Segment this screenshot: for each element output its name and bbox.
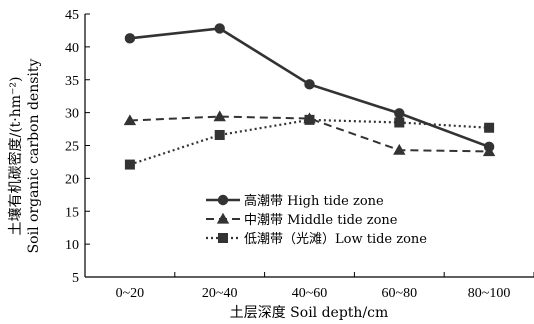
legend-item-1: 高潮带 High tide zone bbox=[206, 193, 384, 209]
legend-label: 高潮带 High tide zone bbox=[244, 193, 384, 209]
series-1-point bbox=[304, 79, 314, 89]
y-tick-label: 15 bbox=[65, 205, 79, 220]
series-layer bbox=[124, 23, 496, 169]
x-tick-label: 40~60 bbox=[292, 286, 328, 301]
y-tick-label: 45 bbox=[65, 8, 79, 23]
y-tick-label: 35 bbox=[65, 74, 79, 89]
series-3 bbox=[125, 115, 494, 170]
y-tick-label: 25 bbox=[65, 140, 79, 155]
x-tick-label: 20~40 bbox=[202, 286, 238, 301]
legend-item-3: 低潮带（光滩）Low tide zone bbox=[206, 232, 427, 247]
y-tick-label: 5 bbox=[72, 271, 79, 286]
series-3-point bbox=[215, 130, 225, 140]
y-tick-label: 30 bbox=[65, 107, 79, 122]
y-axis-title-line1: 土壤有机碳密度/(t·hm⁻²) bbox=[7, 76, 24, 235]
series-3-point bbox=[484, 123, 494, 133]
series-3-point bbox=[125, 160, 135, 170]
axes: 5 10 15 20 25 30 35 40 45 0~20 20~40 40~60 60~80 80~1… bbox=[65, 8, 534, 301]
series-1 bbox=[125, 23, 495, 152]
legend-marker bbox=[217, 213, 229, 224]
legend-label: 中潮带 Middle tide zone bbox=[244, 213, 398, 228]
legend-marker bbox=[218, 195, 228, 205]
series-3-point bbox=[305, 115, 315, 125]
legend: 高潮带 High tide zone 中潮带 Middle tide zone 低潮… bbox=[206, 193, 427, 247]
x-axis-title: 土层深度 Soil depth/cm bbox=[230, 305, 389, 321]
legend-label: 低潮带（光滩）Low tide zone bbox=[244, 232, 427, 247]
x-tick-label: 80~100 bbox=[468, 286, 511, 301]
x-tick-label: 60~80 bbox=[382, 286, 418, 301]
y-tick-label: 10 bbox=[65, 238, 79, 253]
series-1-point bbox=[215, 23, 225, 33]
y-axis-title-line2: Soil organic carbon density bbox=[26, 58, 42, 253]
legend-item-2: 中潮带 Middle tide zone bbox=[206, 213, 398, 228]
series-1-point bbox=[125, 33, 135, 43]
series-1-point bbox=[394, 108, 404, 118]
y-tick-label: 20 bbox=[65, 172, 79, 187]
legend-marker bbox=[218, 233, 228, 243]
y-tick-label: 40 bbox=[65, 41, 79, 56]
x-tick-label: 0~20 bbox=[116, 286, 145, 301]
y-axis-title: 土壤有机碳密度/(t·hm⁻²) Soil organic carbon den… bbox=[7, 58, 42, 253]
series-3-point bbox=[394, 117, 404, 127]
